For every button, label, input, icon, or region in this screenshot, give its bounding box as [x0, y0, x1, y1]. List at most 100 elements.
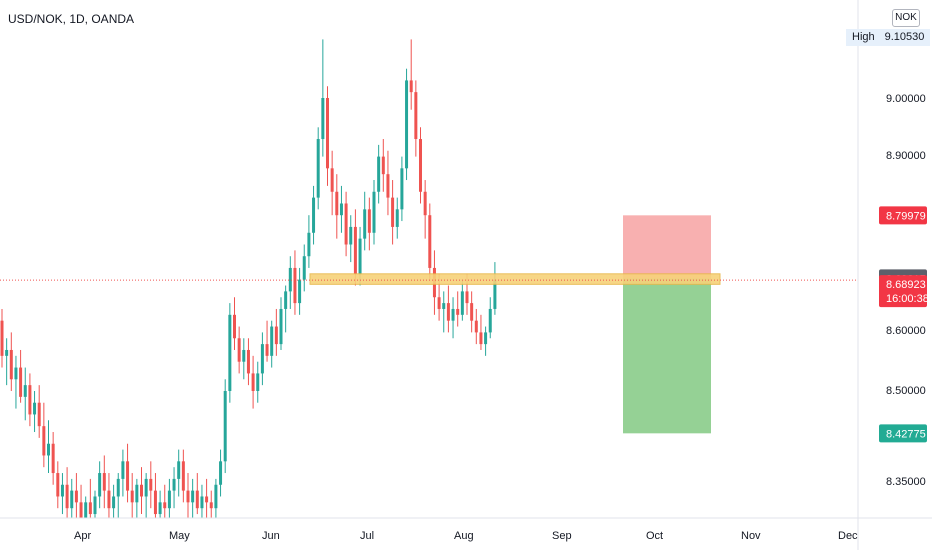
candle-body: [9, 349, 13, 380]
candle-body: [47, 443, 50, 456]
candle-body: [386, 174, 390, 198]
candle-body: [400, 168, 404, 210]
time-tick-dec: Dec: [838, 530, 858, 542]
candle-body: [37, 402, 41, 427]
candle-body: [205, 496, 209, 503]
candle-body: [395, 209, 399, 227]
candle-body: [372, 191, 376, 233]
candle-body: [446, 303, 450, 321]
high-value: 9.10530: [884, 31, 925, 43]
candle-body: [437, 297, 441, 309]
candle-body: [28, 385, 32, 415]
candle-body: [130, 490, 134, 503]
candle-body: [442, 303, 446, 309]
annotations-layer: [0, 215, 858, 434]
candle-body: [474, 320, 478, 333]
candle-body: [353, 226, 357, 274]
candle-body: [363, 209, 367, 239]
candle-body: [70, 490, 74, 509]
currency-badge[interactable]: NOK: [892, 9, 920, 27]
time-tick-apr: Apr: [74, 530, 91, 542]
candle-body: [102, 473, 106, 491]
candles-plot: [0, 39, 497, 518]
time-tick-nov: Nov: [741, 530, 761, 542]
candle-body: [298, 279, 302, 304]
time-axis[interactable]: Apr May Jun Jul Aug Sep Oct Nov Dec: [74, 530, 858, 542]
candle-body: [177, 461, 181, 479]
candle-body: [335, 191, 339, 216]
candle-body: [381, 156, 385, 175]
candle-body: [237, 338, 241, 362]
last-price-tag-bg: [879, 275, 927, 308]
candle-body: [284, 291, 288, 309]
candle-body: [460, 291, 464, 315]
candle-body: [465, 291, 469, 304]
candle-body: [265, 344, 269, 356]
resistance-zone: [309, 273, 721, 285]
candle-body: [274, 326, 278, 345]
countdown-tag-label: 16:00:38: [886, 293, 929, 305]
candle-body: [270, 326, 274, 356]
candle-body: [233, 314, 236, 339]
candle-body: [153, 490, 157, 515]
price-axis[interactable]: 9.00000 8.90000 8.60000 8.50000 8.35000: [886, 93, 926, 488]
candle-body: [312, 197, 316, 233]
time-tick-oct: Oct: [646, 530, 663, 542]
candle-body: [339, 203, 343, 216]
candle-body: [316, 139, 320, 198]
time-tick-sep: Sep: [552, 530, 572, 542]
symbol-title[interactable]: USD/NOK, 1D, OANDA: [8, 12, 135, 26]
candle-body: [181, 461, 185, 491]
candle-body: [93, 496, 97, 515]
candle-body: [56, 473, 60, 497]
candle-body: [144, 478, 148, 497]
candle-body: [488, 308, 492, 333]
candle-body: [163, 502, 167, 509]
candle-body: [209, 502, 213, 509]
stop-loss-zone: [623, 215, 711, 279]
candle-body: [84, 502, 88, 518]
candle-body: [79, 502, 83, 518]
candle-body: [200, 496, 204, 509]
candle-body: [307, 232, 311, 257]
candle-body: [5, 349, 9, 356]
candle-body: [42, 426, 46, 456]
time-tick-may: May: [169, 530, 190, 542]
candle-body: [228, 314, 232, 391]
take-profit-zone: [623, 278, 711, 434]
candle-body: [288, 267, 292, 292]
candle-body: [191, 490, 195, 503]
candle-body: [186, 490, 190, 503]
stop-price-tag-label: 8.79979: [886, 210, 926, 222]
time-tick-jul: Jul: [360, 530, 374, 542]
candle-body: [409, 80, 413, 93]
candle-body: [302, 256, 306, 280]
candle-body: [260, 344, 264, 374]
target-price-tag-bg: [879, 424, 927, 443]
high-label: High: [852, 31, 875, 43]
candle-body: [51, 443, 55, 474]
candle-body: [140, 484, 143, 497]
candle-body: [112, 496, 116, 509]
candle-body: [126, 461, 130, 491]
candle-body: [484, 332, 488, 345]
candle-body: [242, 349, 246, 362]
candle-body: [349, 226, 353, 245]
stop-price-tag-bg: [879, 206, 927, 225]
candle-body: [98, 473, 102, 497]
candle-body: [172, 478, 176, 491]
candle-body: [293, 267, 297, 304]
candle-body: [279, 308, 283, 345]
target-price-tag-label: 8.42775: [886, 428, 926, 440]
candle-body: [195, 490, 199, 509]
candle-body: [65, 484, 69, 509]
candle-body: [251, 373, 255, 391]
high-price-tag: High 9.10530: [846, 29, 930, 46]
candle-body: [107, 490, 111, 509]
candle-body: [219, 461, 223, 485]
candle-body: [456, 308, 460, 315]
last-price-tag-label: 8.68923: [886, 279, 926, 291]
candle-body: [428, 215, 432, 268]
candle-body: [344, 203, 348, 245]
